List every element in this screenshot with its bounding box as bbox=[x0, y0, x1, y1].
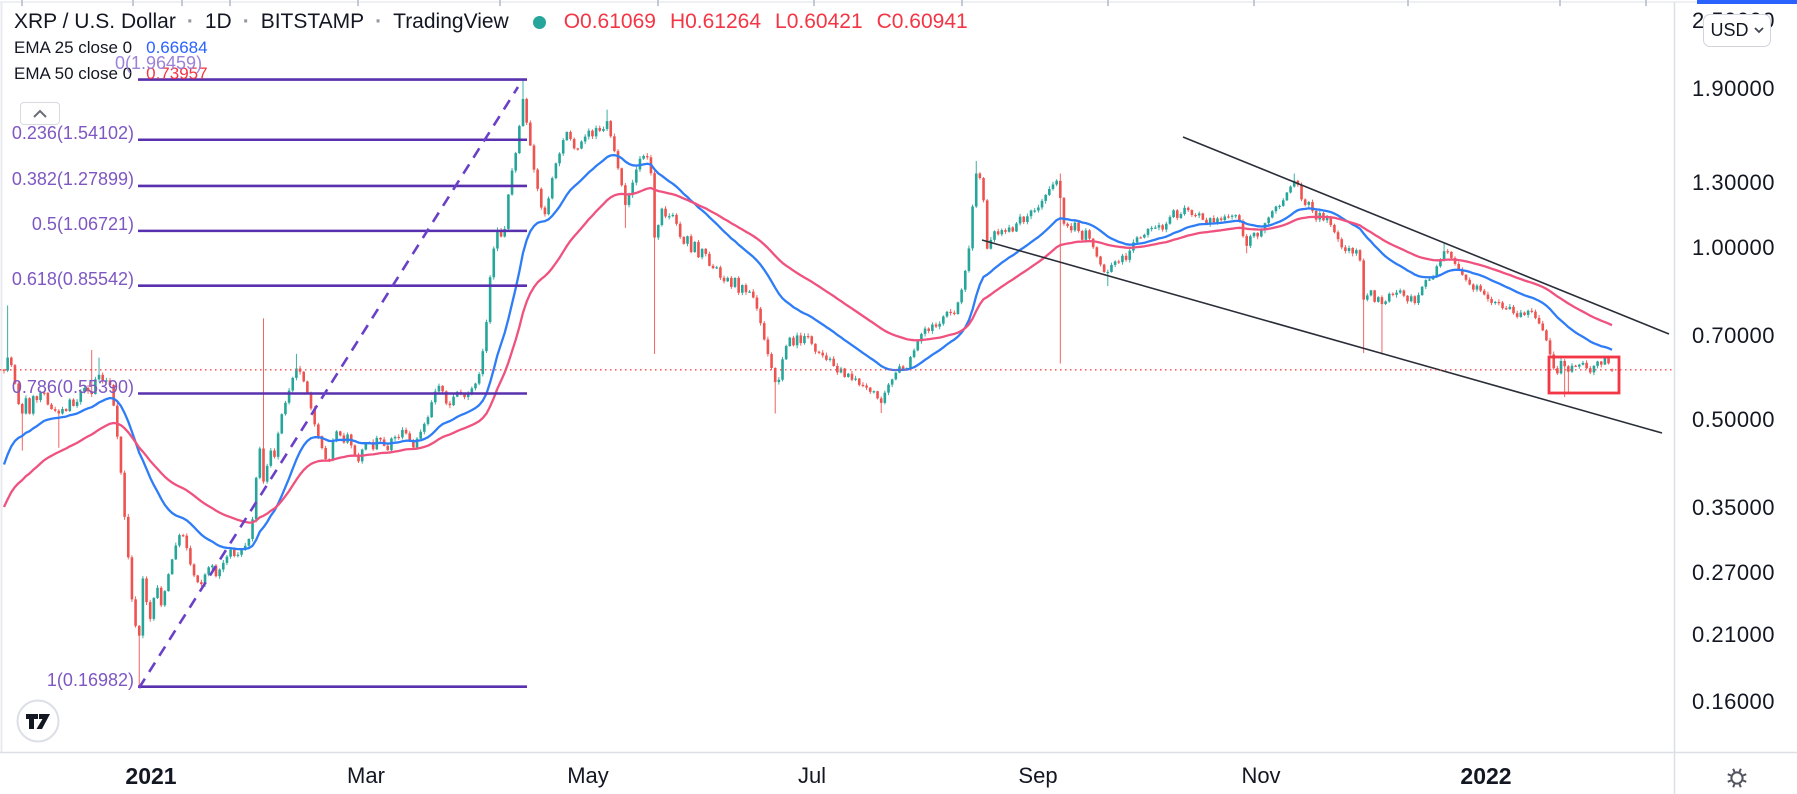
fib-level-label: 0.5(1.06721) bbox=[31, 213, 134, 234]
price-axis-label: 0.50000 bbox=[1692, 406, 1776, 432]
channel-upper-line[interactable] bbox=[1182, 136, 1670, 335]
collapse-legend-button[interactable] bbox=[20, 102, 60, 125]
ema50-value: 0.73957 bbox=[146, 64, 208, 83]
ohlc-token: C0.60941 bbox=[876, 10, 968, 33]
separator-dot: · bbox=[375, 10, 383, 33]
time-axis-label-2021: 2021 bbox=[125, 763, 177, 789]
price-axis-label: 1.90000 bbox=[1692, 75, 1776, 101]
time-axis-label-may: May bbox=[567, 763, 609, 788]
separator-dot: · bbox=[186, 10, 194, 33]
time-axis-label-jul: Jul bbox=[797, 763, 827, 788]
price-axis-label: 1.30000 bbox=[1692, 169, 1776, 195]
tradingview-logo[interactable] bbox=[16, 699, 60, 743]
price-axis-label: 1.00000 bbox=[1692, 235, 1776, 260]
market-status-icon bbox=[532, 15, 546, 29]
ohlc-token: O0.61069 bbox=[563, 10, 656, 33]
candlestick-series bbox=[2, 79, 1614, 687]
price-axis-label: 0.16000 bbox=[1692, 689, 1776, 715]
ohlc-token: H0.61264 bbox=[669, 10, 762, 33]
ema25-value: 0.66684 bbox=[146, 38, 208, 57]
price-axis-label: 0.27000 bbox=[1692, 559, 1776, 585]
symbol-title[interactable]: XRP / U.S. Dollar bbox=[14, 10, 176, 33]
fib-level-label: 0.786(0.55390) bbox=[11, 376, 134, 397]
ohlc-token: L0.60421 bbox=[775, 10, 863, 33]
highlight-box[interactable] bbox=[1547, 355, 1621, 395]
legend-ema25-row[interactable]: EMA 25 close 0 0.66684 bbox=[14, 38, 208, 58]
fib-level-label: 0.382(1.27899) bbox=[11, 168, 134, 189]
separator-dot: · bbox=[242, 10, 250, 33]
price-axis-label: 0.70000 bbox=[1692, 323, 1776, 349]
fib-retracement[interactable] bbox=[138, 78, 527, 688]
time-axis-label-mar: Mar bbox=[347, 763, 385, 788]
ema25-label: EMA 25 close 0 bbox=[14, 38, 133, 57]
chart-header: XRP / U.S. Dollar · 1D · BITSTAMP · Trad… bbox=[14, 10, 968, 34]
legend-ema50-row[interactable]: EMA 50 close 0 0.73957 bbox=[14, 64, 208, 84]
fib-level-label: 0.618(0.85542) bbox=[11, 268, 134, 289]
chevron-up-icon bbox=[33, 109, 47, 118]
channel-lower-line[interactable] bbox=[981, 239, 1663, 434]
currency-selector-button[interactable]: USD bbox=[1703, 14, 1771, 47]
dashed-uptrend-line[interactable] bbox=[137, 86, 520, 689]
ema-25-line[interactable] bbox=[2, 153, 1613, 551]
interval-label[interactable]: 1D bbox=[204, 10, 232, 33]
ema-50-line[interactable] bbox=[2, 186, 1613, 524]
fib-level-label: 0.236(1.54102) bbox=[11, 122, 134, 143]
currency-label: USD bbox=[1710, 20, 1749, 40]
time-axis-label-nov: Nov bbox=[1241, 763, 1281, 788]
price-axis-label: 0.35000 bbox=[1692, 495, 1776, 521]
price-axis-label: 0.21000 bbox=[1692, 622, 1776, 647]
settings-gear-icon[interactable] bbox=[1724, 765, 1750, 791]
exchange-label[interactable]: BITSTAMP bbox=[260, 10, 365, 33]
ema50-label: EMA 50 close 0 bbox=[14, 64, 133, 83]
time-axis-label-sep: Sep bbox=[1018, 763, 1058, 788]
fib-level-label: 1(0.16982) bbox=[46, 669, 134, 690]
time-axis-label-2022: 2022 bbox=[1460, 763, 1512, 789]
axis-highlight-strip bbox=[1697, 0, 1797, 4]
fib-level-label: 0(1.96459) bbox=[115, 52, 203, 73]
chevron-down-icon bbox=[1753, 27, 1764, 34]
ohlc-values: O0.61069 H0.61264 L0.60421 C0.60941 bbox=[564, 10, 968, 34]
brand-link[interactable]: TradingView bbox=[393, 10, 509, 33]
